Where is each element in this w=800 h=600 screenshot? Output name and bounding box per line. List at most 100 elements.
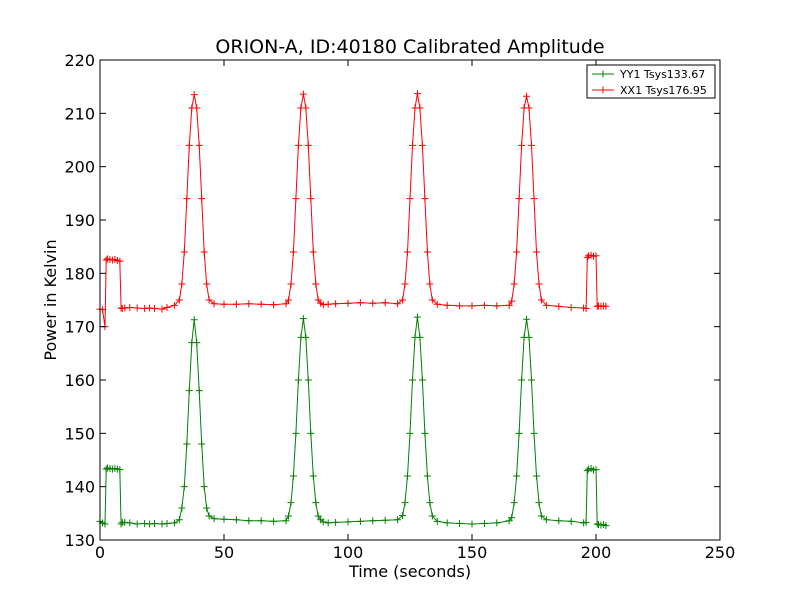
data-point [468,302,476,310]
legend-label: XX1 Tsys176.95 [620,84,707,97]
data-point [289,472,297,480]
x-tick-label: 0 [95,543,105,562]
data-point [324,519,332,527]
data-point [381,299,389,307]
data-point [319,301,327,309]
data-point [205,296,213,304]
data-point [312,499,320,507]
data-point [582,305,590,313]
data-point [528,376,536,384]
data-point [421,195,429,203]
data-point [220,515,228,523]
data-point [289,248,297,256]
data-point [178,280,186,288]
y-tick-label: 220 [64,51,95,70]
data-point [535,499,543,507]
legend-box [586,64,716,99]
data-point [178,504,186,512]
data-point [537,512,545,520]
data-point [416,104,424,112]
data-point [190,316,198,324]
data-point [394,516,402,524]
plot-background [100,60,720,540]
data-point [314,512,322,520]
data-point [510,499,518,507]
data-point [433,300,441,308]
data-point [146,304,154,312]
data-point [185,387,193,395]
y-tick-label: 180 [64,264,95,283]
data-point [126,519,134,527]
data-point [518,376,526,384]
data-point [245,300,253,308]
data-point [542,516,550,524]
data-point [185,141,193,149]
data-point [299,90,307,98]
data-point [532,472,540,480]
data-point [163,303,171,311]
series-0 [96,313,610,530]
x-tick-label: 250 [705,543,736,562]
data-point [394,300,402,308]
data-point [292,195,300,203]
data-point [232,516,240,524]
data-point [418,141,426,149]
data-point [532,248,540,256]
data-point [121,304,129,312]
x-tick-label: 150 [457,543,488,562]
data-point [332,518,340,526]
data-point [528,141,536,149]
data-point [426,280,434,288]
data-point [468,520,476,528]
data-point [456,519,464,527]
data-point [170,301,178,309]
data-point [423,472,431,480]
data-point [195,387,203,395]
y-tick-label: 210 [64,104,95,123]
data-point [408,141,416,149]
data-point [542,301,550,309]
data-point [232,300,240,308]
y-tick-label: 150 [64,424,95,443]
data-point [413,313,421,321]
data-point [282,517,290,525]
data-point [404,248,412,256]
plot-area: 0 50 100 150 200 250 130 140 150 160 170 180 190 200 2… [64,51,735,562]
data-point [282,300,290,308]
data-point [399,511,407,519]
data-point [203,504,211,512]
data-point [146,520,154,528]
data-point [193,339,201,347]
data-point [456,302,464,310]
data-point [170,519,178,527]
data-point [133,304,141,312]
data-point [270,301,278,309]
data-point [175,296,183,304]
data-point [428,512,436,520]
data-point [413,90,421,98]
data-point [126,303,134,311]
data-point [508,514,516,522]
data-point [302,333,310,341]
data-point [525,104,533,112]
data-point [416,333,424,341]
data-point [287,280,295,288]
data-point [203,280,211,288]
data-point [287,499,295,507]
data-point [101,520,109,528]
data-point [292,429,300,437]
data-point [408,376,416,384]
data-point [245,517,253,525]
data-point [270,517,278,525]
data-point [294,141,302,149]
legend-marker [599,70,607,78]
data-point [344,299,352,307]
data-point [195,141,203,149]
data-point [508,297,516,305]
data-point [304,141,312,149]
data-point [205,512,213,520]
data-point [555,517,563,525]
data-point [307,429,315,437]
data-point [183,195,191,203]
data-point [515,195,523,203]
